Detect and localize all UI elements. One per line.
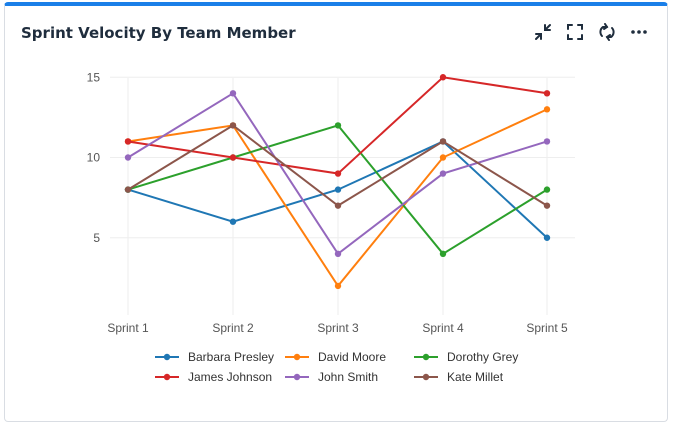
x-tick-label: Sprint 2 bbox=[212, 321, 254, 335]
data-point[interactable] bbox=[229, 90, 237, 97]
legend-swatch-marker bbox=[163, 373, 171, 381]
data-point[interactable] bbox=[543, 90, 551, 97]
data-point[interactable] bbox=[229, 218, 237, 225]
data-point[interactable] bbox=[439, 250, 447, 257]
x-tick-label: Sprint 5 bbox=[526, 321, 568, 335]
data-point[interactable] bbox=[334, 170, 342, 177]
legend-swatch-marker bbox=[422, 373, 430, 381]
legend-swatch-marker bbox=[422, 353, 430, 361]
data-point[interactable] bbox=[543, 106, 551, 113]
data-point[interactable] bbox=[334, 282, 342, 290]
legend-item-label[interactable]: David Moore bbox=[318, 350, 386, 364]
legend-item-label[interactable]: Dorothy Grey bbox=[447, 350, 518, 364]
data-point[interactable] bbox=[334, 122, 342, 129]
x-tick-label: Sprint 4 bbox=[422, 321, 464, 335]
more-icon[interactable] bbox=[629, 22, 649, 42]
data-point[interactable] bbox=[229, 154, 237, 161]
data-point[interactable] bbox=[229, 122, 237, 129]
data-point[interactable] bbox=[124, 138, 132, 145]
data-point[interactable] bbox=[543, 234, 551, 241]
x-tick-label: Sprint 3 bbox=[317, 321, 359, 335]
widget-toolbar bbox=[533, 22, 649, 42]
legend-item-label[interactable]: Kate Millet bbox=[447, 370, 504, 384]
legend-swatch-marker bbox=[293, 353, 301, 361]
legend-swatch-marker bbox=[163, 353, 171, 361]
legend-swatch-marker bbox=[293, 373, 301, 381]
data-point[interactable] bbox=[124, 186, 132, 193]
data-point[interactable] bbox=[124, 154, 132, 161]
data-point[interactable] bbox=[439, 74, 447, 81]
y-tick-label: 10 bbox=[87, 151, 101, 165]
data-point[interactable] bbox=[543, 186, 551, 193]
data-point[interactable] bbox=[543, 138, 551, 145]
data-point[interactable] bbox=[439, 154, 447, 161]
y-tick-label: 15 bbox=[87, 70, 101, 84]
collapse-icon[interactable] bbox=[533, 22, 553, 42]
x-tick-label: Sprint 1 bbox=[107, 321, 149, 335]
data-point[interactable] bbox=[543, 202, 551, 209]
legend-item-label[interactable]: Barbara Presley bbox=[188, 350, 274, 364]
data-point[interactable] bbox=[334, 186, 342, 193]
y-tick-label: 5 bbox=[93, 231, 100, 245]
chart-card: Sprint Velocity By Team Member bbox=[4, 2, 668, 422]
fullscreen-icon[interactable] bbox=[565, 22, 585, 42]
refresh-icon[interactable] bbox=[597, 22, 617, 42]
legend-item-label[interactable]: John Smith bbox=[318, 370, 378, 384]
data-point[interactable] bbox=[334, 202, 342, 209]
widget-title: Sprint Velocity By Team Member bbox=[21, 24, 296, 42]
data-point[interactable] bbox=[439, 170, 447, 177]
data-point[interactable] bbox=[439, 138, 447, 145]
data-point[interactable] bbox=[334, 250, 342, 257]
legend-item-label[interactable]: James Johnson bbox=[188, 370, 272, 384]
